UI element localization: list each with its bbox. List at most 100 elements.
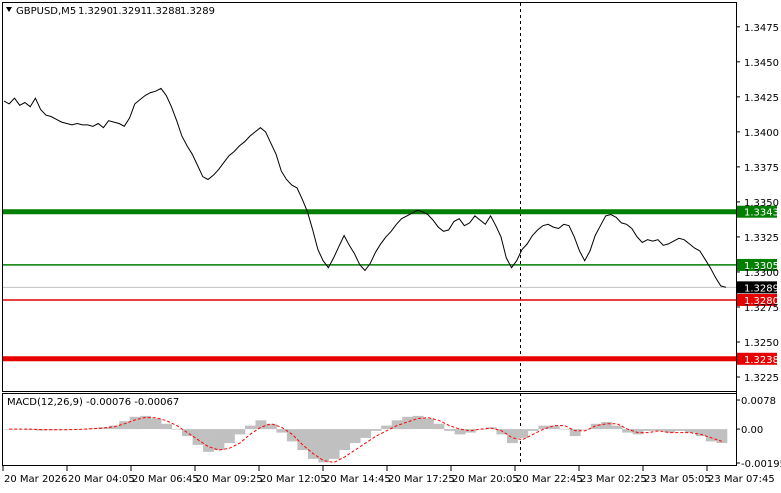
symbol-dropdown-icon[interactable] <box>6 7 12 12</box>
level-price-label: 1.3343 <box>744 208 779 219</box>
price-tick-label: 1.3300 <box>744 268 779 279</box>
macd-histogram-bar <box>245 425 256 430</box>
macd-histogram-bar <box>674 429 686 431</box>
macd-histogram-bar <box>339 429 351 451</box>
macd-histogram-bar <box>360 429 372 438</box>
ohlc-open: 1.3290 <box>78 6 113 17</box>
macd-histogram-bar <box>465 429 476 433</box>
macd-histogram-bar <box>192 429 204 445</box>
macd-histogram-bar <box>129 416 141 430</box>
price-tick-label: 1.3275 <box>744 303 779 314</box>
macd-histogram-bar <box>517 429 529 438</box>
macd-histogram-bar <box>643 429 654 431</box>
macd-histogram-bar <box>716 429 728 444</box>
macd-histogram-bar <box>622 429 633 433</box>
time-tick-label: 20 Mar 22:45 <box>516 474 583 485</box>
price-tick-label: 1.3250 <box>744 338 779 349</box>
time-tick-label: 23 Mar 02:25 <box>580 474 647 485</box>
macd-histogram-bar <box>349 429 361 444</box>
macd-histogram-bar <box>580 429 592 430</box>
macd-histogram-bar <box>98 427 110 430</box>
macd-histogram-bar <box>507 429 518 444</box>
macd-histogram-bar <box>391 420 403 430</box>
macd-histogram-bar <box>601 422 613 429</box>
level-price-label: 1.3280 <box>744 296 779 307</box>
macd-histogram-bar <box>307 429 319 459</box>
current-price-label: 1.3289 <box>744 283 779 294</box>
level-price-tag <box>737 205 777 218</box>
ohlc-low: 1.3288 <box>146 6 181 17</box>
macd-histogram-bar <box>559 429 571 430</box>
macd-histogram-bar <box>569 429 581 437</box>
chart-header: GBPUSD,M5 1.3290 1.3291 1.3288 1.3289 <box>6 6 215 17</box>
time-tick-label: 20 Mar 20:05 <box>452 474 519 485</box>
macd-histogram-bar <box>664 429 675 433</box>
macd-histogram-bar <box>402 416 413 430</box>
macd-histogram-bar <box>140 415 151 429</box>
macd-histogram-bar <box>213 429 225 451</box>
price-line <box>3 87 727 288</box>
current-price-tag <box>737 281 777 294</box>
macd-histogram-bar <box>150 418 162 429</box>
price-tick-label: 1.3225 <box>744 373 779 384</box>
macd-histogram-bar <box>611 425 623 430</box>
macd-histogram-bar <box>297 429 309 451</box>
macd-histogram-bar <box>203 429 214 452</box>
time-tick-label: 20 Mar 06:45 <box>132 474 199 485</box>
macd-histogram-bar <box>433 423 445 430</box>
macd-histogram-bar <box>286 429 298 442</box>
macd-histogram-bar <box>318 429 330 463</box>
macd-histogram-bar <box>224 429 235 444</box>
macd-histogram-bar <box>538 425 550 430</box>
price-tick-label: 1.3475 <box>744 23 779 34</box>
level-price-tag <box>737 258 777 271</box>
macd-tick-label: 0.00 <box>741 425 763 436</box>
level-price-tag <box>737 352 777 365</box>
macd-histogram-bar <box>423 418 434 429</box>
macd-histogram-bar <box>590 423 602 430</box>
macd-histogram-bar <box>548 425 560 430</box>
level-price-tag <box>737 293 777 306</box>
macd-histogram-bar <box>108 425 120 430</box>
time-tick-label: 23 Mar 07:45 <box>708 474 775 485</box>
time-tick-label: 23 Mar 05:05 <box>644 474 711 485</box>
price-tick-label: 1.3325 <box>744 233 779 244</box>
macd-label: MACD(12,26,9) -0.00076 -0.00067 <box>7 397 179 408</box>
macd-histogram-bar <box>381 425 392 430</box>
macd-histogram-bar <box>444 429 455 431</box>
macd-histogram-bar <box>412 415 424 429</box>
macd-histogram-bar <box>87 428 99 430</box>
macd-tick-label: -0.00195 <box>741 459 781 470</box>
macd-histogram-bar <box>266 423 277 430</box>
macd-histogram-bar <box>685 429 696 433</box>
macd-histogram-bar <box>370 429 382 431</box>
macd-tick-label: 0.0078 <box>741 396 776 407</box>
macd-signal-line <box>9 416 722 463</box>
time-tick-label: 20 Mar 09:25 <box>196 474 263 485</box>
macd-histogram-bar <box>695 429 707 437</box>
ohlc-high: 1.3291 <box>112 6 147 17</box>
price-tick-label: 1.3350 <box>744 198 779 209</box>
price-tick-label: 1.3425 <box>744 93 779 104</box>
time-tick-label: 20 Mar 14:45 <box>324 474 391 485</box>
price-tick-label: 1.3400 <box>744 128 779 139</box>
macd-histogram-bar <box>454 429 466 435</box>
macd-histogram-bar <box>276 429 288 433</box>
main-chart-frame <box>2 2 737 392</box>
macd-histogram-bar <box>77 429 89 430</box>
macd-histogram-bar <box>328 429 340 459</box>
macd-histogram-bar <box>182 429 193 437</box>
symbol-timeframe: GBPUSD,M5 <box>16 6 76 17</box>
level-price-label: 1.3238 <box>744 355 779 366</box>
macd-histogram-bar <box>161 423 172 430</box>
macd-histogram-bar <box>119 421 131 430</box>
price-tick-label: 1.3450 <box>744 58 779 69</box>
macd-histogram-bar <box>653 429 665 431</box>
time-tick-label: 20 Mar 04:05 <box>68 474 135 485</box>
macd-histogram-bar <box>255 420 267 430</box>
macd-histogram-bar <box>66 429 78 430</box>
price-tick-label: 1.3375 <box>744 163 779 174</box>
macd-histogram-bar <box>496 429 508 435</box>
